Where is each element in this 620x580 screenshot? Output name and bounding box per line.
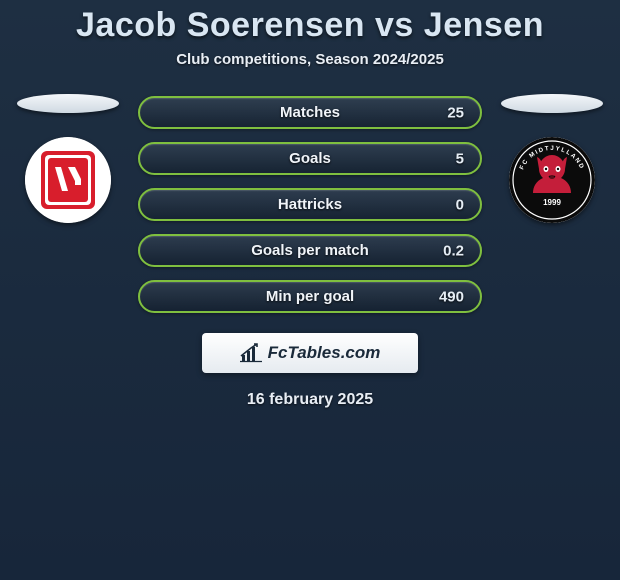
- stat-row-min-per-goal: Min per goal 490: [138, 280, 482, 313]
- subtitle: Club competitions, Season 2024/2025: [0, 51, 620, 68]
- stat-right-value: 490: [439, 288, 464, 305]
- stat-right-value: 0.2: [443, 242, 464, 259]
- branding-badge[interactable]: FcTables.com: [202, 333, 418, 373]
- stat-label: Min per goal: [266, 288, 354, 305]
- stat-right-value: 0: [456, 196, 464, 213]
- stat-row-hattricks: Hattricks 0: [138, 188, 482, 221]
- stat-row-matches: Matches 25: [138, 96, 482, 129]
- stat-right-value: 5: [456, 150, 464, 167]
- stat-label: Hattricks: [278, 196, 342, 213]
- stats-column: Matches 25 Goals 5 Hattricks 0 Goals per…: [138, 94, 482, 313]
- left-team-column: [12, 94, 124, 223]
- midtjylland-crest-icon: 1999 FC MIDTJYLLAND: [509, 137, 595, 223]
- stat-label: Matches: [280, 104, 340, 121]
- date-label: 16 february 2025: [0, 391, 620, 409]
- bar-chart-icon: [240, 343, 262, 363]
- stat-label: Goals: [289, 150, 331, 167]
- comparison-card: Jacob Soerensen vs Jensen Club competiti…: [0, 0, 620, 409]
- stat-row-goals: Goals 5: [138, 142, 482, 175]
- vejle-crest-icon: [25, 137, 111, 223]
- founded-year: 1999: [543, 198, 561, 207]
- player-shadow-right: [501, 94, 603, 113]
- branding-text: FcTables.com: [268, 343, 381, 363]
- right-team-crest: 1999 FC MIDTJYLLAND: [509, 137, 595, 223]
- page-title: Jacob Soerensen vs Jensen: [0, 6, 620, 45]
- main-row: Matches 25 Goals 5 Hattricks 0 Goals per…: [0, 94, 620, 313]
- stat-row-goals-per-match: Goals per match 0.2: [138, 234, 482, 267]
- stat-label: Goals per match: [251, 242, 369, 259]
- stat-right-value: 25: [447, 104, 464, 121]
- left-team-crest: [25, 137, 111, 223]
- right-team-column: 1999 FC MIDTJYLLAND: [496, 94, 608, 223]
- player-shadow-left: [17, 94, 119, 113]
